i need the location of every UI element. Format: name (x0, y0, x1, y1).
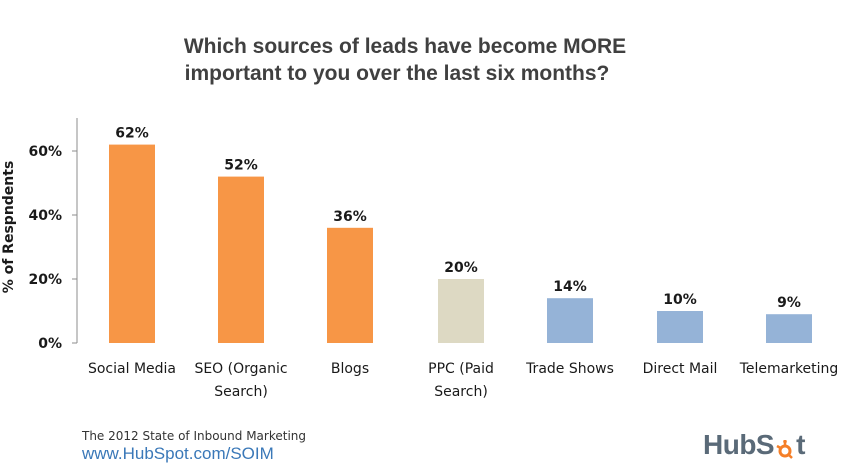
category-label: Blogs (331, 361, 369, 377)
hubspot-logo: HubS t (703, 428, 805, 462)
bar (327, 227, 373, 343)
category-label: Telemarketing (739, 361, 839, 377)
source-url-link[interactable]: www.HubSpot.com/SOIM (82, 444, 274, 463)
y-tick-label: 0% (38, 336, 62, 352)
source-text: The 2012 State of Inbound Marketing (82, 429, 306, 443)
logo-wordmark-part-1: HubS (703, 429, 775, 460)
value-label: 20% (444, 260, 478, 276)
category-label: SEO (Organic (194, 361, 287, 377)
chart-title: Which sources of leads have become MORE … (184, 35, 626, 85)
category-labels: Social Media SEO (Organic Search) Blogs PPC … (88, 361, 838, 400)
y-tick-label: 40% (28, 208, 62, 224)
value-label: 9% (777, 295, 801, 311)
category-label: Social Media (88, 361, 176, 377)
category-label: Direct Mail (643, 361, 718, 377)
category-label: Search) (214, 384, 268, 400)
value-label: 14% (553, 279, 587, 295)
logo-wordmark-part-2: t (796, 429, 805, 460)
bar (657, 311, 703, 343)
bars (109, 144, 812, 343)
chart-title-line-1: Which sources of leads have become MORE (184, 35, 626, 58)
value-label: 10% (663, 292, 697, 308)
value-label: 62% (115, 126, 149, 142)
bar (109, 144, 155, 343)
bar (438, 279, 484, 343)
y-tick-label: 20% (28, 272, 62, 288)
y-axis-label: % of Respndents (1, 161, 17, 294)
y-tick-label: 60% (28, 144, 62, 160)
category-label: Trade Shows (525, 361, 614, 377)
value-labels: 62% 52% 36% 20% 14% 10% 9% (115, 126, 801, 312)
chart-title-line-2: important to you over the last six month… (185, 62, 610, 85)
sprocket-icon (775, 435, 795, 459)
bar (547, 298, 593, 343)
category-label: PPC (Paid (428, 361, 494, 377)
value-label: 52% (224, 158, 258, 174)
y-axis: 0% 20% 40% 60% (28, 118, 78, 352)
bar (766, 314, 812, 343)
bar (218, 176, 264, 343)
value-label: 36% (333, 209, 367, 225)
category-label: Search) (434, 384, 488, 400)
